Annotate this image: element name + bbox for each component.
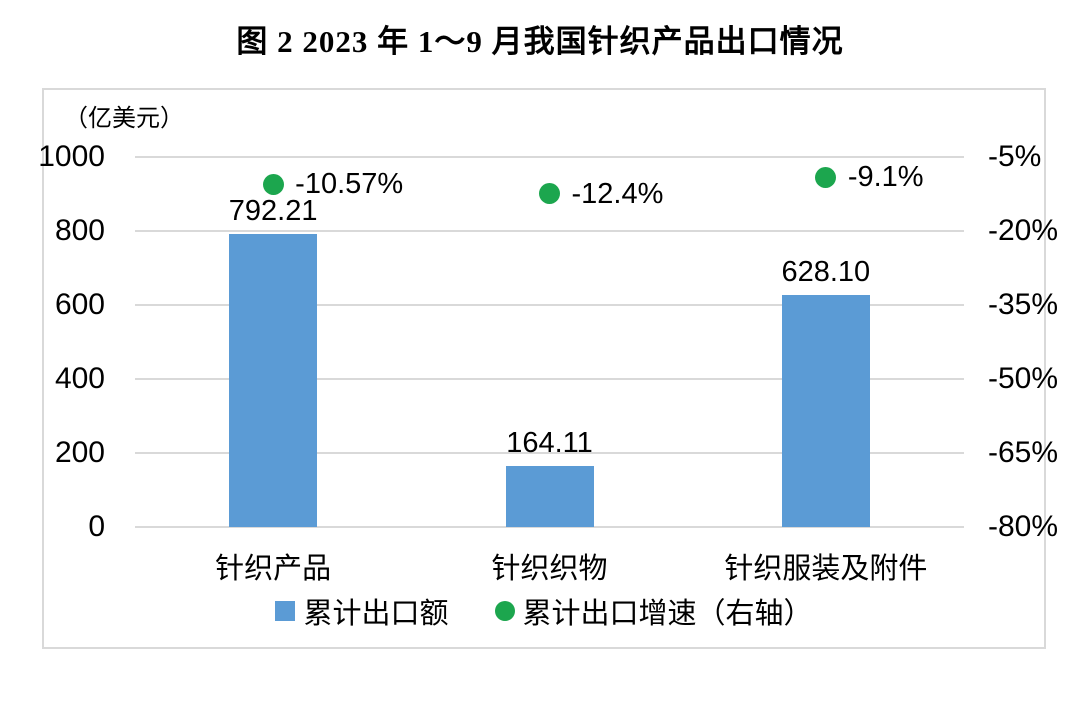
category-label: 针织产品 — [215, 553, 332, 585]
growth-rate-dot — [539, 183, 560, 204]
left-axis-tick: 0 — [88, 510, 105, 543]
export-value-bar — [229, 233, 318, 527]
left-axis-tick: 200 — [54, 436, 105, 469]
legend-item-growth-rate: 累计出口增速（右轴） — [494, 590, 813, 632]
export-value-bar — [505, 466, 594, 527]
scatter-series-dot-icon — [494, 601, 515, 621]
bar-value-label: 628.10 — [781, 255, 871, 288]
gridline — [135, 230, 964, 232]
right-axis-tick: -35% — [988, 288, 1059, 321]
legend-label: 累计出口额 — [303, 598, 449, 630]
right-axis-tick: -50% — [988, 362, 1059, 395]
growth-rate-dot — [262, 173, 284, 195]
left-axis-tick: 800 — [54, 214, 105, 247]
legend-item-export-value: 累计出口额 — [275, 590, 449, 632]
plot-area: 792.21 164.11 628.10 -10.57% -12.4% -9.1% — [135, 156, 964, 528]
right-axis-tick: -65% — [988, 436, 1059, 469]
left-axis-tick: 1000 — [38, 140, 105, 173]
right-axis-tick: -20% — [988, 214, 1059, 247]
legend-label: 累计出口增速（右轴） — [522, 598, 813, 630]
category-label: 针织织物 — [491, 553, 608, 585]
export-value-bar — [781, 294, 870, 527]
left-axis-tick: 400 — [54, 362, 105, 395]
bar-value-label: 164.11 — [506, 427, 593, 460]
right-axis-tick: -80% — [988, 510, 1059, 543]
chart-frame: （亿美元） 792.21 164.11 628.10 -10.57% -12.4% -9.… — [38, 88, 1058, 649]
left-axis-unit-label: （亿美元） — [64, 105, 184, 132]
chart-title: 图 2 2023 年 1～9 月我国针织产品出口情况 — [236, 24, 844, 59]
growth-rate-label: -10.57% — [295, 168, 404, 201]
gridline — [135, 304, 964, 306]
growth-rate-label: -9.1% — [847, 161, 924, 194]
category-label: 针织服装及附件 — [724, 553, 928, 585]
gridline — [135, 452, 964, 454]
growth-rate-label: -12.4% — [571, 177, 664, 210]
growth-rate-dot — [815, 166, 837, 188]
gridline — [135, 526, 964, 528]
right-axis-tick: -5% — [988, 140, 1042, 173]
legend: 累计出口额 累计出口增速（右轴） — [44, 590, 1044, 632]
bar-series-swatch-icon — [275, 601, 296, 621]
gridline — [135, 156, 964, 158]
bar-value-label: 792.21 — [228, 194, 318, 227]
left-axis-tick: 600 — [54, 288, 105, 321]
gridline — [135, 378, 964, 380]
